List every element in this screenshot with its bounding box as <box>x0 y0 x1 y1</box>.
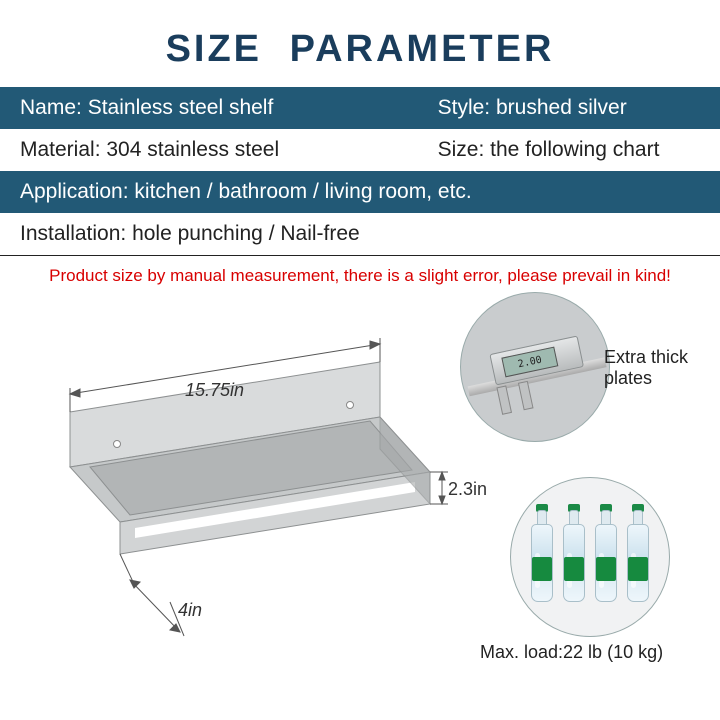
spec-row-4: Installation: hole punching / Nail-free <box>0 213 720 255</box>
shelf-svg <box>30 332 460 652</box>
shelf-diagram: 15.75in 2.3in 4in <box>30 332 460 682</box>
extra-thick-label: Extra thick plates <box>604 347 716 389</box>
spec-row-3: Application: kitchen / bathroom / living… <box>0 171 720 213</box>
caliper-icon: 2.00 <box>466 306 604 429</box>
label: Material: <box>20 138 101 161</box>
value: kitchen / bathroom / living room, etc. <box>134 180 471 203</box>
bottle-icon <box>591 502 621 612</box>
dim-depth: 4in <box>178 600 202 621</box>
spec-installation: Installation: hole punching / Nail-free <box>0 213 720 255</box>
label: Application: <box>20 180 129 203</box>
bottle-row <box>527 502 653 612</box>
dim-height: 2.3in <box>448 479 487 500</box>
bottle-icon <box>527 502 557 612</box>
spec-material: Material: 304 stainless steel <box>0 129 418 171</box>
label: Style: <box>438 96 491 119</box>
spec-size: Size: the following chart <box>418 129 720 171</box>
caliper-circle: 2.00 <box>460 292 610 442</box>
dim-length: 15.75in <box>185 380 244 401</box>
spec-table: Name: Stainless steel shelf Style: brush… <box>0 87 720 255</box>
measurement-note: Product size by manual measurement, ther… <box>0 256 720 292</box>
value: brushed silver <box>496 96 627 119</box>
bottle-icon <box>623 502 653 612</box>
label: Name: <box>20 96 82 119</box>
bottles-circle <box>510 477 670 637</box>
value: hole punching / Nail-free <box>132 222 360 245</box>
caliper-reading: 2.00 <box>501 347 558 378</box>
spec-application: Application: kitchen / bathroom / living… <box>0 171 720 213</box>
bottle-icon <box>559 502 589 612</box>
spec-name: Name: Stainless steel shelf <box>0 87 418 129</box>
diagram-area: 15.75in 2.3in 4in 2.00 Extra thick plate… <box>0 292 720 712</box>
label: Installation: <box>20 222 126 245</box>
value: 304 stainless steel <box>106 138 279 161</box>
max-load-label: Max. load:22 lb (10 kg) <box>480 642 690 663</box>
value: the following chart <box>490 138 659 161</box>
label: Size: <box>438 138 485 161</box>
spec-row-1: Name: Stainless steel shelf Style: brush… <box>0 87 720 129</box>
page-title: SIZE PARAMETER <box>0 0 720 87</box>
spec-style: Style: brushed silver <box>418 87 720 129</box>
spec-row-2: Material: 304 stainless steel Size: the … <box>0 129 720 171</box>
value: Stainless steel shelf <box>88 96 274 119</box>
